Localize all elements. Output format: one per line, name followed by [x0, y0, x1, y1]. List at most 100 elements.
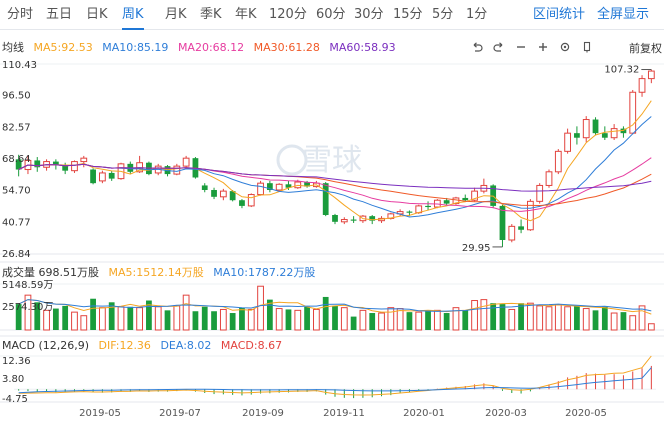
x-axis-label: 2019-11: [323, 408, 365, 419]
tab-120min[interactable]: 120分: [269, 7, 307, 22]
candle-body: [15, 159, 22, 170]
candle-body: [52, 161, 59, 165]
interval-stats-link[interactable]: 区间统计: [533, 7, 586, 22]
tab-five-day[interactable]: 五日: [46, 7, 73, 22]
volume-bar: [62, 305, 69, 330]
candle-body: [462, 197, 469, 201]
volume-bar: [108, 302, 115, 330]
volume-bar: [471, 300, 478, 331]
tab-30min[interactable]: 30分: [354, 7, 384, 22]
tab-yearly-k[interactable]: 年K: [235, 7, 257, 22]
x-axis-label: 2019-09: [242, 408, 284, 419]
period-tabbar: 分时 五日 日K 周K 月K 季K 年K 120分 60分 30分 15分 5分…: [0, 0, 664, 30]
tab-weekly-k[interactable]: 周K: [122, 0, 144, 30]
volume-bar: [406, 312, 413, 330]
ma30-legend: MA30:61.28: [253, 41, 320, 54]
volume-bar: [601, 306, 608, 330]
tab-60min[interactable]: 60分: [316, 7, 346, 22]
candle-body: [294, 181, 302, 189]
volume-bar: [610, 312, 618, 331]
volume-bar: [359, 309, 367, 331]
volume-bar: [378, 312, 385, 331]
volume-bar: [620, 312, 627, 330]
candle-body: [369, 216, 376, 221]
volume-bar: [340, 307, 348, 331]
candle-body: [536, 184, 544, 202]
candle-body: [350, 219, 357, 221]
volume-bar: [239, 307, 245, 330]
candle-body: [182, 157, 190, 167]
tab-15min[interactable]: 15分: [393, 7, 423, 22]
tab-intraday[interactable]: 分时: [7, 7, 34, 22]
volume-bar: [182, 294, 190, 331]
price-axis-label: 96.50: [2, 91, 31, 102]
candle-body: [229, 191, 236, 201]
tab-5min[interactable]: 5分: [432, 7, 454, 22]
tab-monthly-k[interactable]: 月K: [165, 7, 187, 22]
price-adjust-dropdown[interactable]: 前复权: [629, 42, 662, 55]
volume-bar: [146, 300, 152, 330]
volume-bar: [15, 304, 22, 330]
undo-icon[interactable]: [468, 38, 486, 56]
volume-bar: [117, 306, 125, 331]
minus-icon[interactable]: [512, 38, 530, 56]
volume-bar: [462, 310, 469, 330]
candle-body: [406, 211, 413, 213]
candle-body: [592, 119, 599, 134]
candle-body: [647, 70, 655, 80]
volume-bar: [545, 306, 553, 331]
candle-body: [275, 183, 283, 191]
volume-bar: [490, 303, 497, 330]
volume-bar: [527, 302, 534, 331]
macd-dea: DEA:8.02: [160, 339, 212, 352]
candle-body: [99, 172, 106, 182]
candle-body: [564, 132, 571, 152]
candle-body: [471, 190, 478, 201]
volume-bar: [173, 305, 181, 331]
volume-bar: [192, 311, 199, 330]
plus-icon[interactable]: [534, 38, 552, 56]
tab-1min[interactable]: 1分: [466, 7, 488, 22]
x-axis-label: 2020-01: [403, 408, 445, 419]
volume-bar: [564, 306, 571, 331]
candle-body: [518, 226, 524, 230]
volume-axis-top: 5148.59万: [2, 280, 53, 291]
volume-bar: [154, 306, 162, 331]
volume-bar: [43, 309, 50, 331]
volume-bar: [508, 308, 516, 331]
volume-bar: [452, 307, 460, 331]
volume-bar: [518, 303, 524, 330]
volume-bar: [266, 299, 273, 330]
price-axis-label: 68.64: [2, 154, 31, 165]
volume-bar: [127, 306, 134, 330]
volume-ma10: MA10:1787.22万股: [213, 266, 316, 279]
volume-bar: [201, 306, 208, 330]
volume-bar: [24, 294, 32, 331]
candle-body: [499, 205, 506, 240]
tab-quarterly-k[interactable]: 季K: [200, 7, 222, 22]
ma60-legend: MA60:58.93: [329, 41, 396, 54]
volume-bar: [80, 315, 88, 331]
volume-bar: [71, 311, 78, 331]
candle-body: [574, 133, 580, 138]
chart-toolbar: 前复权: [468, 38, 664, 56]
redo-icon[interactable]: [490, 38, 508, 56]
candle-body: [340, 219, 348, 223]
watermark-logo-icon: [276, 144, 308, 176]
ma60-line: [18, 163, 652, 192]
fullscreen-link[interactable]: 全屏显示: [597, 7, 650, 22]
volume-bar: [99, 307, 106, 331]
volume-bar: [34, 302, 41, 330]
macd-axis-label: 12.36: [2, 356, 31, 367]
volume-bar: [554, 304, 562, 331]
macd-legend: MACD (12,26,9) DIF:12.36 DEA:8.02 MACD:8…: [2, 339, 288, 352]
tab-daily-k[interactable]: 日K: [86, 7, 108, 22]
candle-body: [266, 183, 273, 190]
bookmark-icon[interactable]: [578, 38, 596, 56]
ma20-legend: MA20:68.12: [177, 41, 245, 54]
settings-icon[interactable]: [556, 38, 574, 56]
volume-bar: [219, 308, 227, 331]
volume-bar: [647, 323, 655, 331]
